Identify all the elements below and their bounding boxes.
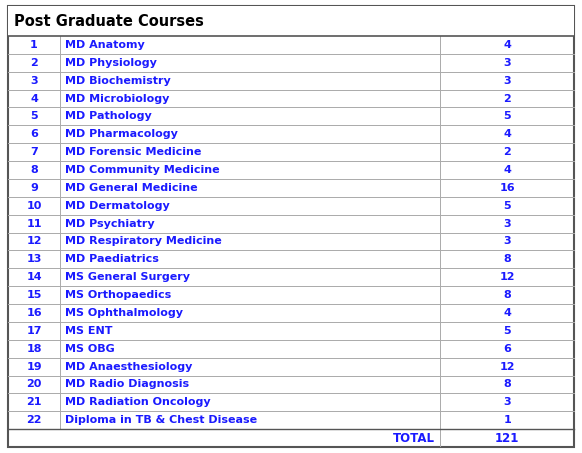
- Text: 8: 8: [503, 380, 511, 390]
- Text: TOTAL: TOTAL: [392, 432, 434, 444]
- Text: 22: 22: [26, 415, 42, 425]
- Text: 7: 7: [30, 147, 38, 157]
- Text: 4: 4: [503, 308, 511, 318]
- Text: MS General Surgery: MS General Surgery: [65, 272, 190, 282]
- Text: 8: 8: [503, 290, 511, 300]
- Text: 8: 8: [30, 165, 38, 175]
- Text: 15: 15: [26, 290, 42, 300]
- Text: 5: 5: [503, 201, 511, 211]
- Text: MD Community Medicine: MD Community Medicine: [65, 165, 219, 175]
- Text: 3: 3: [503, 236, 511, 246]
- Text: MD Anatomy: MD Anatomy: [65, 40, 145, 50]
- Text: 16: 16: [26, 308, 42, 318]
- Text: 1: 1: [30, 40, 38, 50]
- Text: 21: 21: [26, 397, 42, 407]
- Text: 11: 11: [26, 219, 42, 229]
- Text: 5: 5: [30, 111, 38, 121]
- Text: MS OBG: MS OBG: [65, 344, 115, 354]
- Text: 12: 12: [499, 361, 515, 371]
- Text: MD Pathology: MD Pathology: [65, 111, 152, 121]
- Text: 2: 2: [30, 58, 38, 68]
- Text: 4: 4: [503, 165, 511, 175]
- Text: 8: 8: [503, 255, 511, 265]
- Text: 3: 3: [503, 76, 511, 86]
- Text: MD Paediatrics: MD Paediatrics: [65, 255, 159, 265]
- Text: 3: 3: [503, 219, 511, 229]
- Text: 2: 2: [503, 147, 511, 157]
- Text: 12: 12: [499, 272, 515, 282]
- Text: 14: 14: [26, 272, 42, 282]
- Text: 4: 4: [30, 93, 38, 104]
- Text: MD Dermatology: MD Dermatology: [65, 201, 170, 211]
- Text: Diploma in TB & Chest Disease: Diploma in TB & Chest Disease: [65, 415, 257, 425]
- Text: 121: 121: [495, 432, 519, 444]
- Text: MD Radio Diagnosis: MD Radio Diagnosis: [65, 380, 189, 390]
- Text: 4: 4: [503, 129, 511, 139]
- Text: MD General Medicine: MD General Medicine: [65, 183, 198, 193]
- Text: MS Orthopaedics: MS Orthopaedics: [65, 290, 171, 300]
- Text: MD Psychiatry: MD Psychiatry: [65, 219, 155, 229]
- Text: 4: 4: [503, 40, 511, 50]
- Text: MD Biochemistry: MD Biochemistry: [65, 76, 171, 86]
- Text: 3: 3: [503, 58, 511, 68]
- Text: MD Physiology: MD Physiology: [65, 58, 157, 68]
- Text: MD Forensic Medicine: MD Forensic Medicine: [65, 147, 201, 157]
- Text: 19: 19: [26, 361, 42, 371]
- Text: 3: 3: [503, 397, 511, 407]
- Text: 17: 17: [26, 326, 42, 336]
- Text: 1: 1: [503, 415, 511, 425]
- Text: 3: 3: [30, 76, 38, 86]
- Text: MD Pharmacology: MD Pharmacology: [65, 129, 178, 139]
- Text: 20: 20: [26, 380, 42, 390]
- Text: 13: 13: [26, 255, 42, 265]
- Text: 10: 10: [26, 201, 42, 211]
- Text: 5: 5: [503, 111, 511, 121]
- Text: 9: 9: [30, 183, 38, 193]
- Text: 6: 6: [30, 129, 38, 139]
- Text: MD Microbiology: MD Microbiology: [65, 93, 169, 104]
- Bar: [8, 6, 574, 36]
- Text: 12: 12: [26, 236, 42, 246]
- Text: 2: 2: [503, 93, 511, 104]
- Text: MS ENT: MS ENT: [65, 326, 112, 336]
- Text: MD Respiratory Medicine: MD Respiratory Medicine: [65, 236, 222, 246]
- Text: MD Anaesthesiology: MD Anaesthesiology: [65, 361, 193, 371]
- Text: 18: 18: [26, 344, 42, 354]
- Text: 6: 6: [503, 344, 511, 354]
- Text: Post Graduate Courses: Post Graduate Courses: [14, 14, 204, 29]
- Text: MD Radiation Oncology: MD Radiation Oncology: [65, 397, 211, 407]
- Text: MS Ophthalmology: MS Ophthalmology: [65, 308, 183, 318]
- Text: 16: 16: [499, 183, 515, 193]
- Text: 5: 5: [503, 326, 511, 336]
